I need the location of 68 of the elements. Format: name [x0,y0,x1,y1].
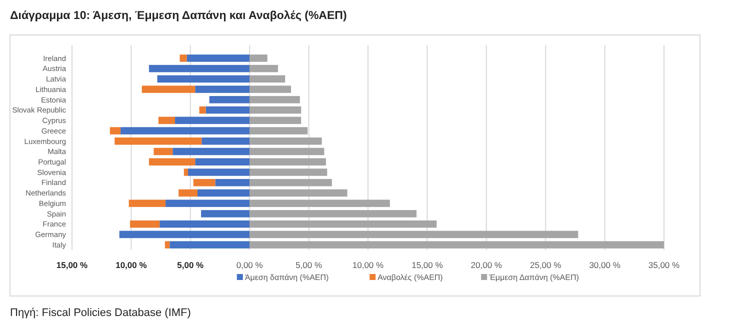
bar [164,241,170,248]
bar [250,178,332,186]
bar [250,158,326,166]
bar [250,168,328,176]
bar [195,158,250,166]
bar [120,127,250,134]
x-tick-label: 10,00 % [116,260,148,270]
chart-title: Διάγραμμα 10: Άμεση, Έμμεση Δαπάνη και Αναβολές (%ΑΕΠ) [10,10,347,22]
bar [160,220,250,228]
bar [250,210,417,218]
bar [180,54,187,62]
x-tick-label: 35,00 % [648,260,680,270]
bar [178,189,198,197]
bar [250,106,302,114]
bar [250,86,292,93]
bar [250,96,300,104]
legend-label: Έμμεση Δαπάνη (%ΑΕΠ) [488,273,580,282]
bar [193,178,216,186]
text: Πηγή: Fiscal Policies Database (IMF) [10,307,191,319]
bar [198,189,250,197]
x-tick-label: 0,00 % [236,260,264,270]
bar [250,64,278,72]
bar [250,230,578,238]
bar [250,189,348,197]
bar [195,86,250,93]
x-tick-label: 10,00 % [352,260,384,270]
bar [202,138,250,145]
bar [250,200,390,207]
x-tick-label: 30,00 % [589,260,621,270]
bar [209,96,250,104]
bar [250,127,308,134]
bar [172,148,250,156]
bar [148,158,196,166]
bar [188,168,250,176]
bar [199,106,206,114]
legend-label: Άμεση δαπάνη (%ΑΕΠ) [244,273,330,282]
legend-label: Αναβολές (%ΑΕΠ) [378,273,444,282]
bar [170,241,250,248]
bar [184,168,188,176]
x-tick-label: 20,00 % [470,260,502,270]
bar [250,220,437,228]
bar [215,178,250,186]
bar [175,116,250,124]
bar [201,210,250,218]
bar [148,64,250,72]
x-tick-label: 25,00 % [530,260,562,270]
bar [142,86,196,93]
bar [128,200,166,207]
bar [250,148,324,156]
bar [206,106,250,114]
bar [250,138,322,145]
bar [114,138,202,145]
x-tick-label: 15,00 % [56,260,88,270]
bar [110,127,121,134]
bar [154,148,173,156]
bar [166,200,250,207]
x-tick-label: 5,00 % [296,260,322,270]
bar [250,75,286,83]
x-tick-label: 15,00 % [412,260,444,270]
bar [250,241,664,248]
x-tick-label: 5,00 % [177,260,204,270]
bar [250,54,268,62]
bar [157,75,250,83]
bar [186,54,250,62]
bar [158,116,176,124]
bar [119,230,250,238]
bar [130,220,160,228]
bar [250,116,302,124]
